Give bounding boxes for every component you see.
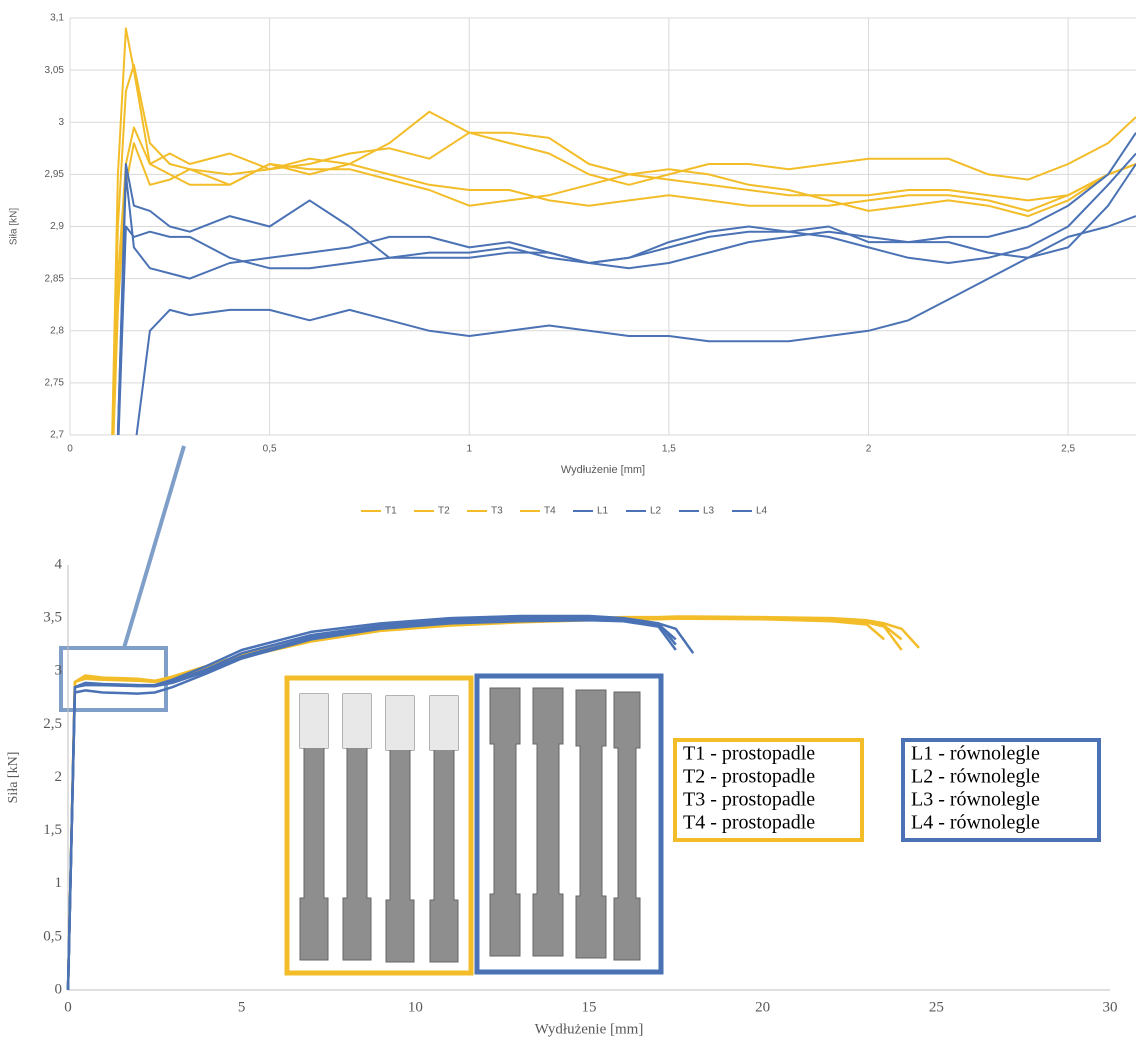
x-tick-label: 30 [1103,999,1118,1015]
x-axis-label: Wydłużenie [mm] [561,464,645,476]
y-tick-label: 2,75 [45,378,65,389]
annotation-text: T3 - prostopadle [683,789,815,811]
x-axis-label: Wydłużenie [mm] [535,1021,644,1037]
annotation-text: T4 - prostopadle [683,812,815,834]
x-tick-label: 15 [582,999,597,1015]
x-tick-label: 1,5 [662,444,676,455]
specimen [490,688,520,956]
x-tick-label: 5 [238,999,246,1015]
annotation-text: L4 - równolegle [911,812,1040,834]
y-tick-label: 2,7 [50,430,64,441]
y-tick-label: 1 [55,875,63,891]
y-tick-label: 3,5 [43,610,62,626]
y-tick-label: 2,5 [43,716,62,732]
legend-label: T3 [491,506,503,517]
figure: 2,7 2,75 2,8 2,85 2,9 2,95 3 3,05 3,1 0 0,5 1 1,5 2 2,… [0,0,1136,1042]
x-tick-label: 0,5 [263,444,277,455]
y-tick-label: 1,5 [43,822,62,838]
annotation-text: T1 - prostopadle [683,743,815,765]
legend-label: T2 [438,506,450,517]
y-tick-label: 3,1 [50,13,64,24]
annotation-text: L3 - równolegle [911,789,1040,811]
legend-label: L4 [756,506,768,517]
legend-label: L2 [650,506,662,517]
y-tick-label: 0,5 [43,928,62,944]
series-line [110,128,1136,540]
x-tick-label: 0 [67,444,73,455]
zoom-connector [124,446,184,648]
series-line [110,143,1136,539]
chart: 2,7 2,75 2,8 2,85 2,9 2,95 3 3,05 3,1 0 0,5 1 1,5 2 2,… [9,13,1136,748]
x-tick-label: 20 [755,999,770,1015]
x-tick-label: 2,5 [1061,444,1075,455]
specimen [533,688,563,956]
y-tick-label: 4 [55,556,63,572]
y-tick-label: 2,85 [45,273,65,284]
x-tick-label: 25 [929,999,944,1015]
y-tick-label: 3,05 [45,65,65,76]
x-tick-label: 0 [64,999,72,1015]
y-tick-label: 2 [55,769,63,785]
legend-label: T1 [385,506,397,517]
annotation-text: L2 - równolegle [911,766,1040,788]
legend-label: T4 [544,506,556,517]
legend-label: L1 [597,506,609,517]
specimen-photos [287,676,661,973]
x-tick-label: 2 [866,444,872,455]
annotation-text: T2 - prostopadle [683,766,815,788]
specimen [614,692,640,960]
zoom-link [61,446,184,710]
annotation-text: L1 - równolegle [911,743,1040,765]
y-axis-label: Siła [kN] [9,208,20,245]
legend-label: L3 [703,506,715,517]
y-tick-label: 3 [58,117,64,128]
specimen [576,690,606,958]
series-line [110,28,1136,539]
y-tick-label: 0 [55,981,63,997]
x-tick-label: 1 [466,444,472,455]
x-tick-label: 10 [408,999,423,1015]
series-line [110,216,1136,748]
y-tick-label: 2,95 [45,169,65,180]
y-axis-label: Siła [kN] [6,752,21,804]
y-tick-label: 2,8 [50,325,64,336]
y-tick-label: 2,9 [50,221,64,232]
series-line [110,133,1136,644]
y-tick-label: 3 [55,663,63,679]
